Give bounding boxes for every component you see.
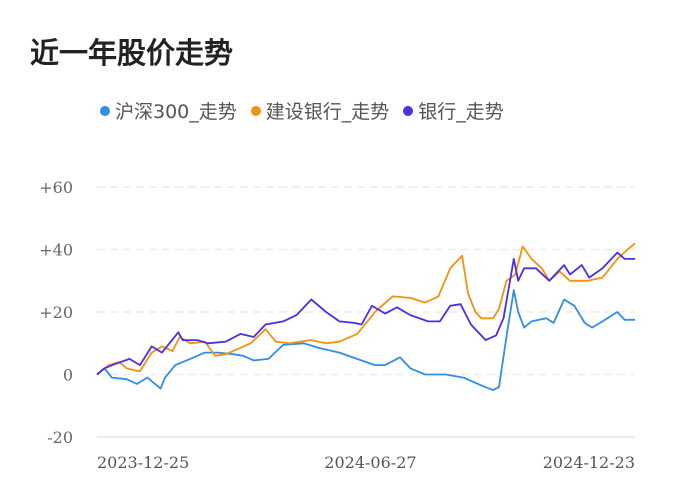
legend: 沪深300_走势 建设银行_走势 银行_走势 [100, 97, 504, 124]
legend-marker [100, 105, 110, 116]
y-tick-label: +40 [39, 241, 73, 260]
legend-marker [250, 105, 261, 116]
y-tick-label: +60 [39, 178, 73, 197]
legend-item-banks[interactable]: 银行_走势 [403, 97, 504, 124]
y-tick-label: -20 [47, 428, 73, 447]
x-tick-label: 2023-12-25 [97, 453, 189, 472]
legend-marker [403, 105, 414, 116]
x-tick-label: 2024-12-23 [543, 453, 635, 472]
legend-label: 银行_走势 [418, 101, 504, 123]
y-tick-label: +20 [39, 303, 73, 322]
legend-label: 建设银行_走势 [265, 101, 390, 123]
legend-item-ccb[interactable]: 建设银行_走势 [250, 97, 390, 124]
series-line-1 [96, 242, 636, 376]
series-line-2 [96, 251, 635, 376]
chart-title: 近一年股价走势 [30, 36, 234, 70]
legend-label: 沪深300_走势 [115, 101, 237, 123]
x-tick-label: 2024-06-27 [324, 453, 416, 472]
legend-item-csi300[interactable]: 沪深300_走势 [100, 97, 237, 124]
series-line-0 [96, 289, 635, 392]
y-tick-label: 0 [63, 366, 73, 385]
